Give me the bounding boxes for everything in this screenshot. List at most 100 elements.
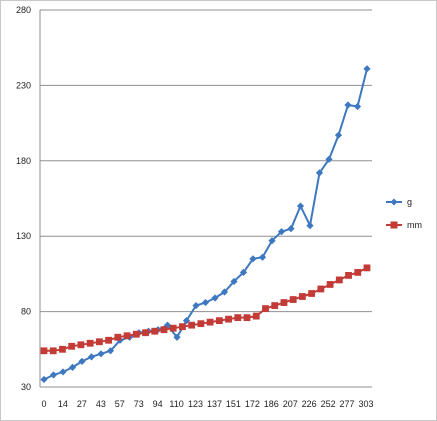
legend-marker-square (390, 221, 398, 229)
data-point-g (220, 288, 229, 296)
data-point-g (87, 353, 96, 361)
x-tick-label: 277 (340, 399, 355, 409)
x-tick-label: 303 (358, 399, 373, 409)
data-point-mm (179, 323, 186, 331)
data-point-g (49, 371, 58, 379)
data-point-g (353, 102, 362, 111)
data-point-g (78, 357, 86, 365)
x-tick-label: 43 (96, 399, 106, 409)
data-point-mm (289, 296, 297, 303)
data-point-g (106, 347, 115, 355)
data-point-mm (280, 299, 288, 306)
legend-label: mm (407, 220, 422, 230)
data-point-g (277, 228, 286, 236)
data-point-mm (151, 327, 159, 335)
data-point-g (287, 225, 295, 233)
x-tick-label: 186 (264, 399, 279, 409)
data-point-g (344, 101, 352, 109)
data-point-mm (225, 315, 232, 323)
y-tick-label: 130 (16, 231, 31, 241)
data-point-mm (188, 321, 196, 329)
x-tick-label: 137 (207, 399, 222, 409)
data-point-mm (317, 285, 325, 293)
data-point-g (296, 202, 305, 210)
data-point-mm (123, 332, 131, 340)
series-line-mm (44, 267, 368, 352)
legend-marker-diamond (390, 198, 398, 206)
series-line-g (43, 68, 368, 381)
data-point-mm (271, 302, 279, 309)
data-point-mm (114, 333, 122, 341)
data-point-g (239, 268, 248, 276)
data-point-mm (215, 317, 223, 325)
data-point-mm (335, 276, 343, 284)
data-point-mm (345, 272, 352, 279)
data-point-mm (160, 326, 168, 334)
x-tick-label: 27 (77, 399, 87, 409)
x-tick-label: 0 (41, 399, 46, 409)
x-axis: 0 14 27 43 57 73 94 110 123 137 151 172 186 207 226 252… (41, 399, 373, 409)
data-point-mm (308, 290, 316, 297)
data-point-mm (252, 312, 260, 320)
y-tick-label: 30 (21, 382, 31, 392)
data-point-mm (354, 268, 362, 276)
data-point-mm (40, 347, 48, 355)
data-point-mm (299, 293, 306, 300)
data-point-mm (132, 330, 140, 338)
legend-label: g (407, 197, 412, 207)
data-point-g (363, 65, 371, 73)
data-point-mm (169, 324, 177, 332)
data-point-mm (142, 329, 149, 337)
data-point-mm (77, 341, 85, 349)
x-tick-label: 14 (58, 399, 68, 409)
data-point-g (201, 298, 210, 307)
y-tick-label: 180 (16, 156, 31, 166)
data-point-mm (86, 339, 94, 347)
data-point-mm (59, 345, 66, 353)
data-point-mm (95, 338, 103, 346)
data-point-g (211, 294, 219, 302)
data-point-g (258, 253, 267, 261)
data-point-g (334, 131, 343, 139)
x-tick-label: 110 (169, 399, 183, 409)
y-axis: 30 80 130 180 230 280 (16, 5, 41, 392)
data-point-g (192, 301, 200, 310)
data-point-g (325, 155, 333, 163)
x-tick-label: 57 (115, 399, 125, 409)
data-point-g (59, 368, 67, 376)
grid-lines (40, 9, 372, 388)
data-point-g (249, 255, 257, 263)
data-point-mm (197, 320, 205, 328)
data-point-mm (206, 318, 214, 326)
x-tick-label: 151 (226, 399, 241, 409)
data-point-mm (105, 336, 112, 344)
y-tick-label: 80 (21, 307, 31, 317)
data-point-mm (363, 264, 371, 272)
data-point-g (97, 350, 105, 358)
data-point-mm (68, 342, 76, 350)
series-layer (40, 65, 371, 384)
data-point-g (173, 333, 181, 341)
data-point-g (268, 237, 276, 245)
data-point-g (306, 222, 314, 230)
data-point-mm (243, 314, 251, 322)
y-tick-label: 280 (16, 5, 31, 15)
legend-item-mm: mm (386, 220, 422, 230)
data-point-g (230, 277, 238, 286)
x-tick-label: 172 (245, 399, 260, 409)
legend: g mm (386, 197, 422, 230)
x-tick-label: 73 (134, 399, 144, 409)
legend-item-g: g (386, 197, 412, 207)
x-tick-label: 123 (188, 399, 203, 409)
x-tick-label: 207 (283, 399, 298, 409)
data-point-g (40, 375, 48, 384)
data-point-g (68, 363, 77, 371)
data-point-mm (49, 347, 57, 355)
data-point-g (315, 169, 324, 177)
x-tick-label: 226 (302, 399, 317, 409)
data-point-mm (234, 314, 242, 322)
x-tick-label: 252 (321, 399, 336, 409)
data-point-mm (326, 281, 334, 288)
